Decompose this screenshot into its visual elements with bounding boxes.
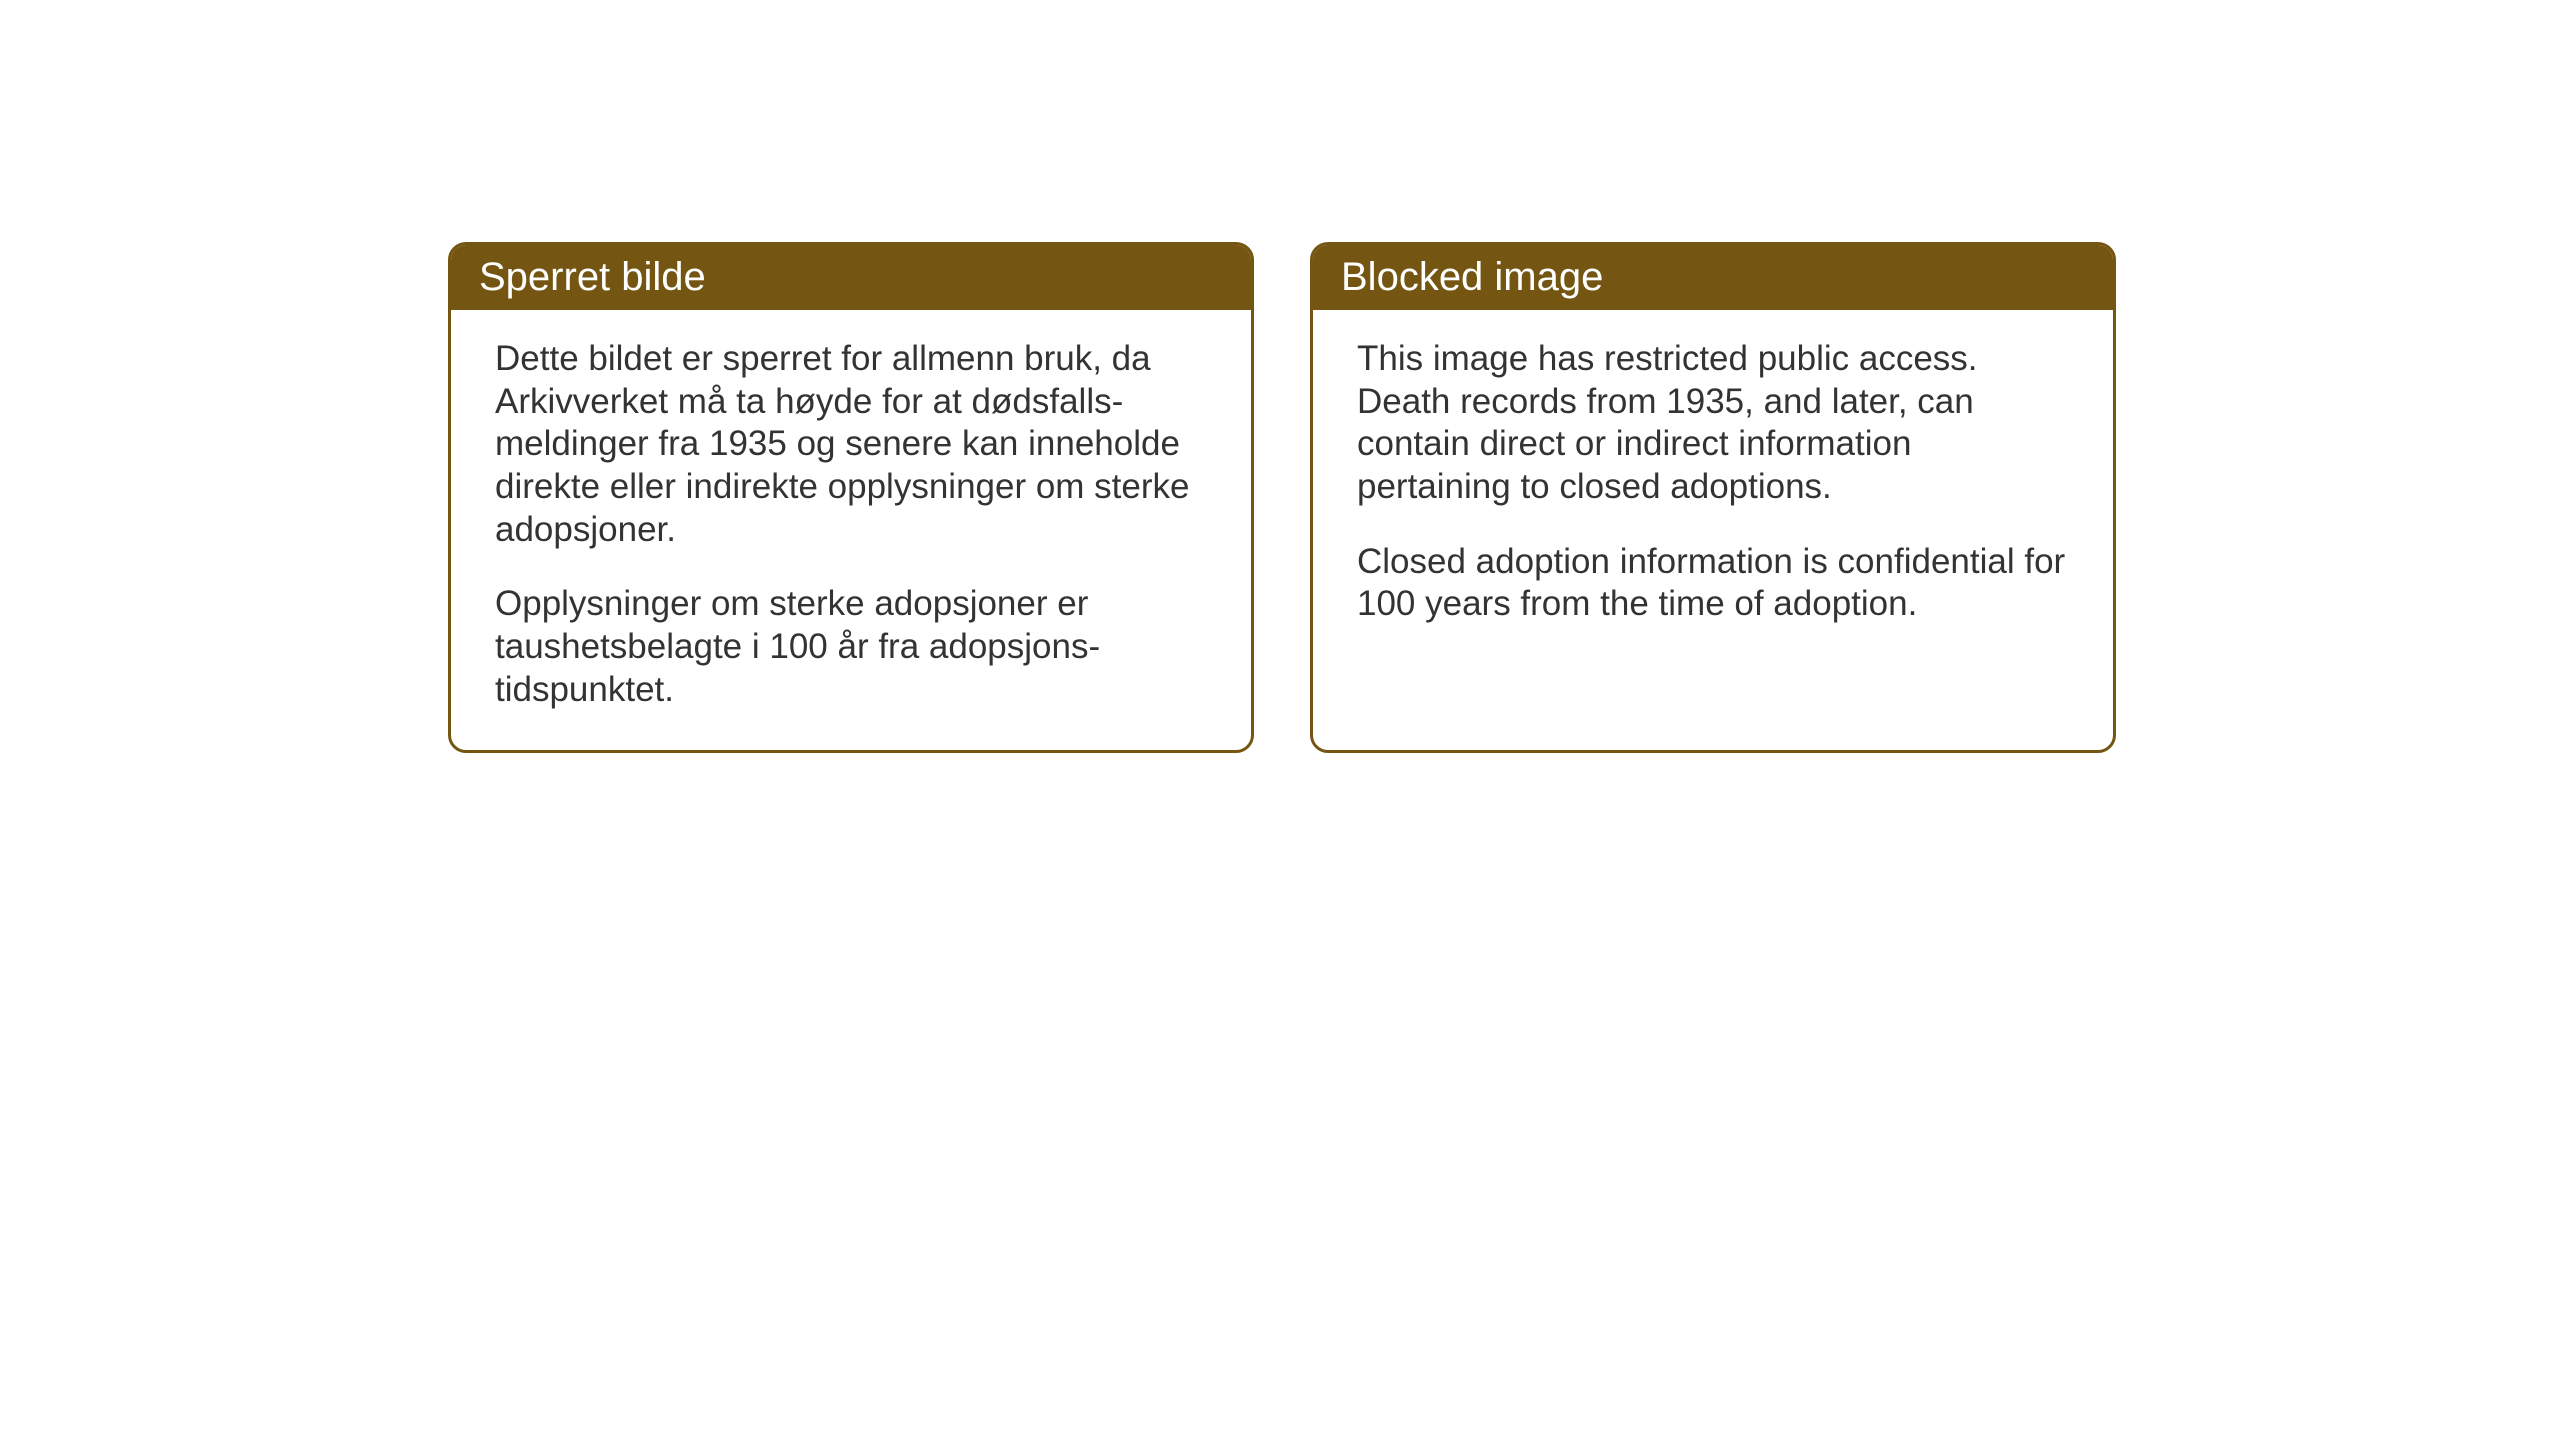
norwegian-paragraph-1: Dette bildet er sperret for allmenn bruk… <box>495 338 1207 551</box>
norwegian-paragraph-2: Opplysninger om sterke adopsjoner er tau… <box>495 583 1207 711</box>
norwegian-card-header: Sperret bilde <box>451 245 1251 310</box>
norwegian-title: Sperret bilde <box>479 255 706 299</box>
english-card-header: Blocked image <box>1313 245 2113 310</box>
notice-container: Sperret bilde Dette bildet er sperret fo… <box>448 242 2116 753</box>
norwegian-card-body: Dette bildet er sperret for allmenn bruk… <box>451 310 1251 750</box>
norwegian-notice-card: Sperret bilde Dette bildet er sperret fo… <box>448 242 1254 753</box>
english-paragraph-1: This image has restricted public access.… <box>1357 338 2069 509</box>
english-card-body: This image has restricted public access.… <box>1313 310 2113 740</box>
english-notice-card: Blocked image This image has restricted … <box>1310 242 2116 753</box>
english-paragraph-2: Closed adoption information is confident… <box>1357 541 2069 626</box>
english-title: Blocked image <box>1341 255 1603 299</box>
